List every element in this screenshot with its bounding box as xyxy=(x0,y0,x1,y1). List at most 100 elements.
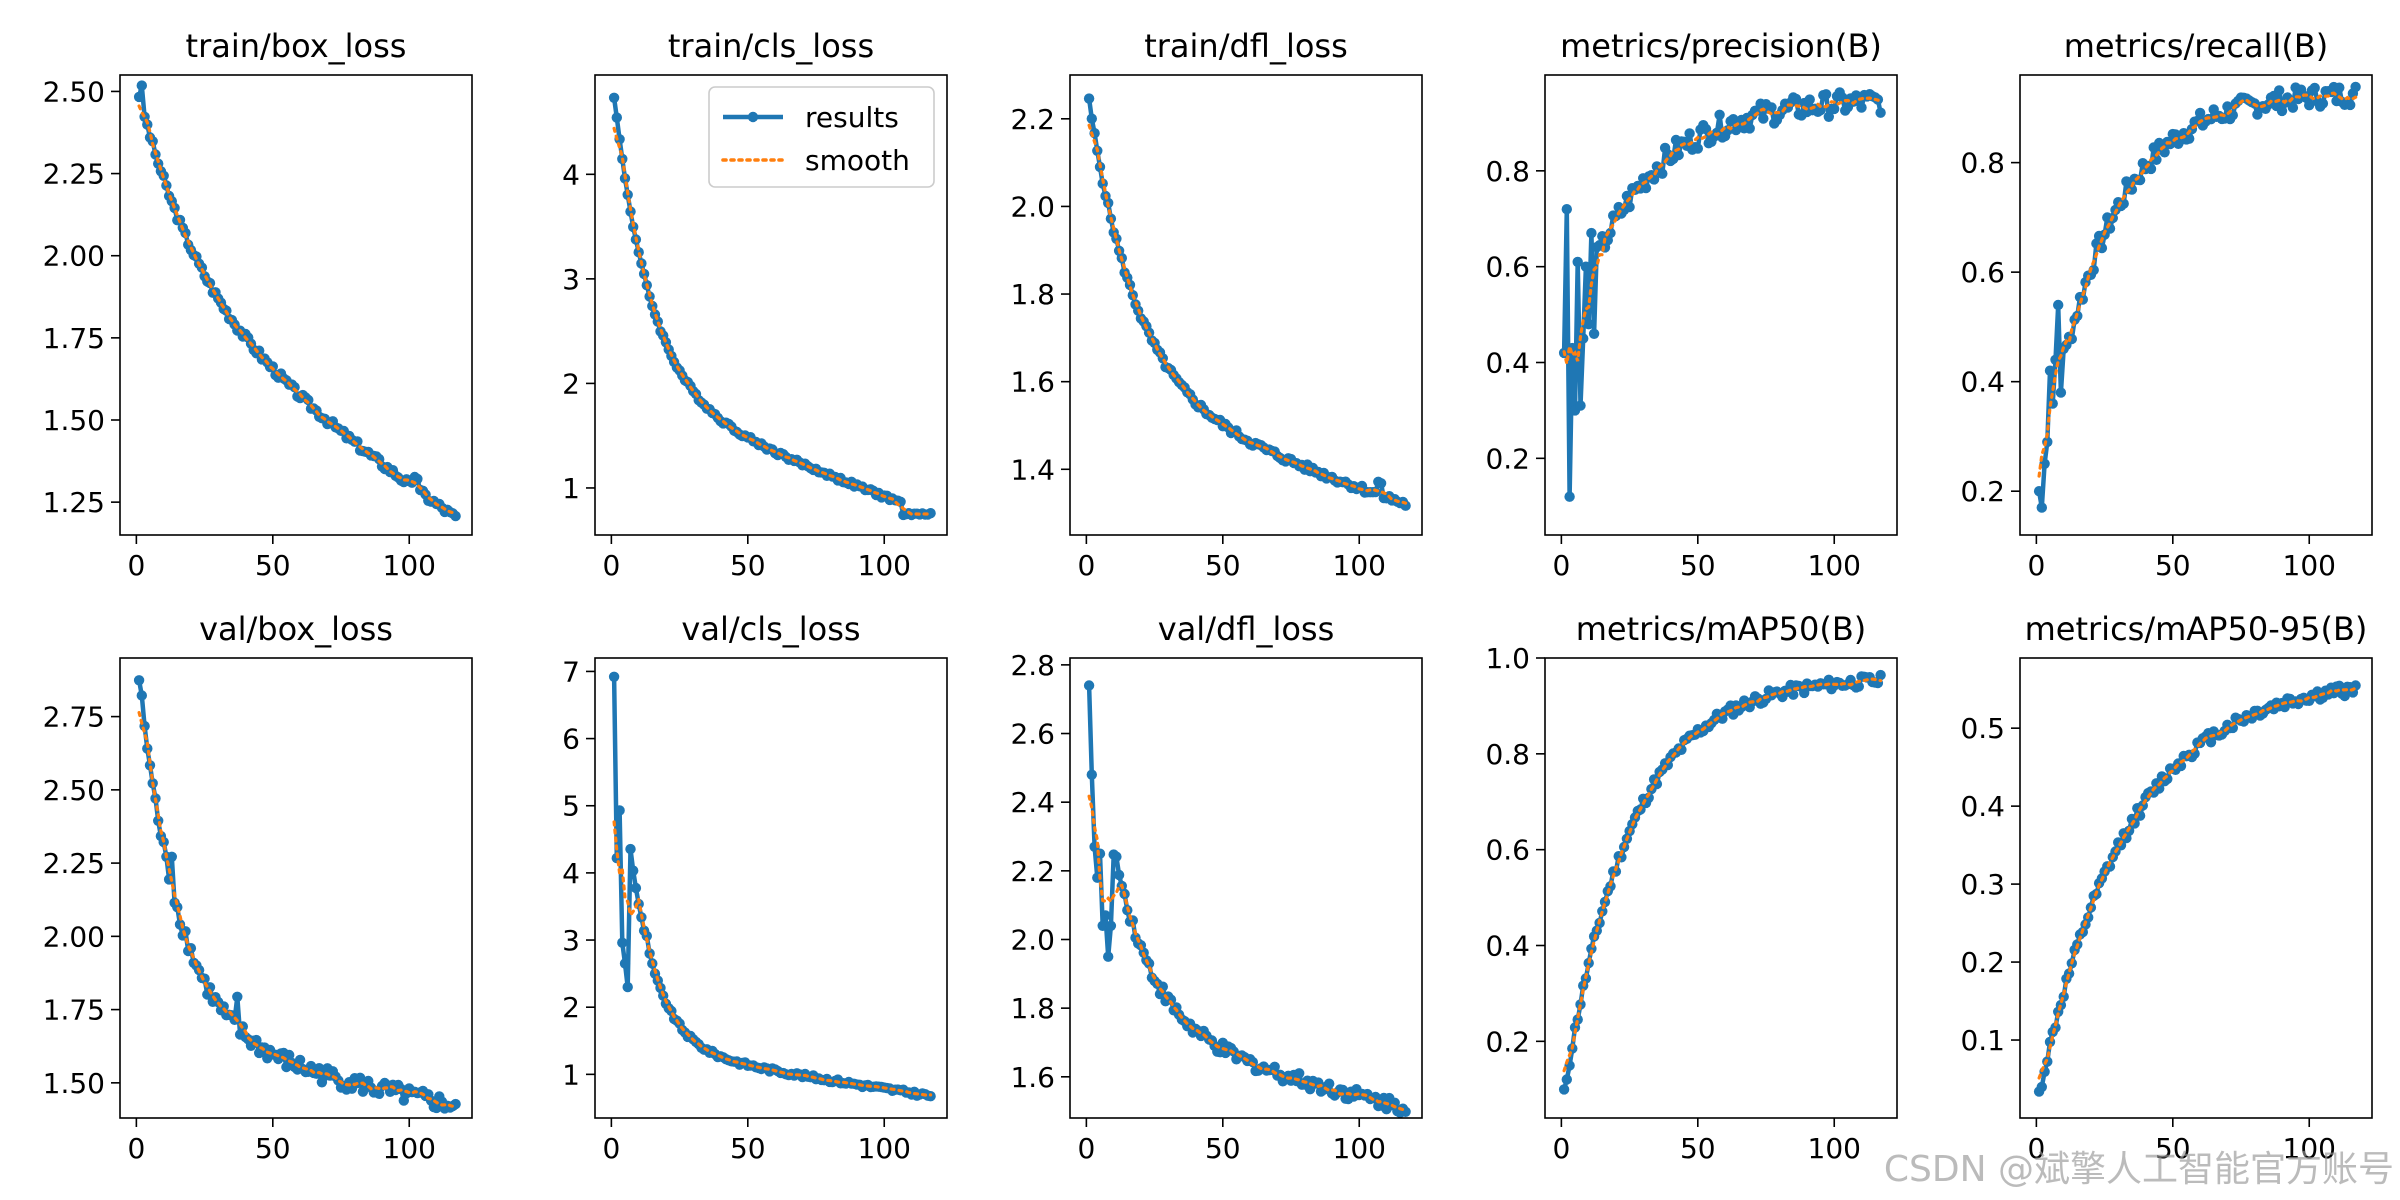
results-point xyxy=(1094,848,1106,859)
y-tick-label: 5 xyxy=(562,790,580,823)
y-tick-label: 0.6 xyxy=(1485,834,1530,867)
y-tick-label: 1 xyxy=(562,1058,580,1091)
y-tick-label: 1.6 xyxy=(1010,1061,1055,1094)
axes-frame xyxy=(119,657,473,1119)
subplot-train-box-loss: train/box_loss 0 50 100 1.25 1.50 1.75 2.00 2.25… xyxy=(43,27,473,582)
results-point xyxy=(1815,104,1826,116)
results-point xyxy=(1856,102,1867,113)
results-point xyxy=(628,865,639,876)
results-point xyxy=(2317,98,2329,109)
results-point xyxy=(1758,113,1769,124)
y-tick-label: 2.25 xyxy=(43,158,105,191)
axes-frame xyxy=(119,74,473,536)
y-tick-label: 0.5 xyxy=(1960,712,2005,745)
subplot-title: train/box_loss xyxy=(186,27,407,65)
results-point xyxy=(1083,93,1095,104)
results-point xyxy=(1684,128,1695,139)
y-tick-label: 4 xyxy=(562,857,580,890)
results-point xyxy=(630,882,642,894)
x-tick-label: 50 xyxy=(730,1132,766,1165)
smooth-line xyxy=(1087,123,1408,505)
y-tick-label: 2.00 xyxy=(43,920,105,953)
results-point xyxy=(2345,99,2356,111)
subplot-title: metrics/mAP50-95(B) xyxy=(2025,610,2368,648)
x-tick-label: 0 xyxy=(1077,1132,1095,1165)
legend-results-marker xyxy=(747,111,759,123)
legend-box xyxy=(708,86,935,188)
smooth-line xyxy=(612,820,933,1097)
y-tick-label: 1 xyxy=(562,472,580,505)
x-tick-label: 50 xyxy=(730,549,766,582)
y-tick-label: 1.6 xyxy=(1010,366,1055,399)
results-point xyxy=(1820,89,1832,100)
results-point xyxy=(1624,201,1635,213)
results-point xyxy=(133,91,145,103)
y-tick-label: 0.6 xyxy=(1485,251,1530,284)
y-tick-label: 1.8 xyxy=(1010,992,1055,1025)
results-point xyxy=(638,268,650,280)
axes-frame xyxy=(1069,74,1423,536)
subplot-val-cls-loss: val/cls_loss 0 50 100 1 2 3 4 5 6 7 xyxy=(562,610,948,1165)
results-point xyxy=(617,937,628,948)
legend-smooth-label: smooth xyxy=(805,144,910,177)
results-point xyxy=(1561,204,1573,215)
results-point xyxy=(2036,1081,2048,1093)
results-point xyxy=(1100,910,1111,921)
results-point xyxy=(2055,387,2067,398)
smooth-line xyxy=(2037,91,2358,478)
y-tick-label: 0.6 xyxy=(1960,256,2005,289)
results-point xyxy=(1583,319,1594,330)
results-point xyxy=(1640,182,1652,194)
results-point xyxy=(608,671,620,682)
y-tick-label: 0.4 xyxy=(1960,790,2005,823)
results-point xyxy=(2334,680,2345,691)
y-tick-label: 0.4 xyxy=(1485,930,1530,963)
results-point xyxy=(622,981,633,993)
y-tick-label: 2.50 xyxy=(43,75,105,108)
results-point xyxy=(254,345,265,356)
smooth-line xyxy=(1562,677,1883,1073)
axes-frame xyxy=(2019,74,2373,536)
results-point xyxy=(144,760,156,771)
results-point xyxy=(611,112,622,123)
smooth-line xyxy=(1087,794,1408,1113)
x-tick-label: 100 xyxy=(1333,1132,1386,1165)
results-point xyxy=(2194,107,2206,119)
y-tick-label: 3 xyxy=(562,263,580,296)
results-point xyxy=(294,1054,306,1066)
results-line xyxy=(1086,685,1408,1115)
y-tick-label: 2.2 xyxy=(1010,103,1055,136)
y-tick-label: 4 xyxy=(562,158,580,191)
results-point xyxy=(2350,81,2361,93)
results-point xyxy=(357,1086,369,1097)
x-tick-label: 100 xyxy=(1808,1132,1861,1165)
results-point xyxy=(1083,680,1095,691)
results-point xyxy=(218,1001,229,1012)
results-point xyxy=(2339,690,2350,702)
x-tick-label: 50 xyxy=(1205,549,1241,582)
smooth-line xyxy=(137,710,458,1108)
results-point xyxy=(1853,681,1865,692)
y-tick-label: 2.75 xyxy=(43,701,105,734)
results-point xyxy=(614,805,625,816)
x-tick-label: 0 xyxy=(602,549,620,582)
y-tick-label: 1.0 xyxy=(1485,642,1530,675)
y-tick-label: 1.50 xyxy=(43,404,105,437)
y-tick-label: 1.75 xyxy=(43,994,105,1027)
x-tick-label: 0 xyxy=(127,1132,145,1165)
y-tick-label: 0.2 xyxy=(1960,475,2005,508)
subplot-metrics-map50-b: metrics/mAP50(B) 0 50 100 0.2 0.4 0.6 0.8 1.0 xyxy=(1485,610,1898,1165)
subplot-val-box-loss: val/box_loss 0 50 100 1.50 1.75 2.00 2.25 2.50 2.… xyxy=(43,610,473,1165)
subplot-title: train/cls_loss xyxy=(668,27,874,65)
results-point xyxy=(1269,1061,1280,1073)
results-point xyxy=(1829,103,1840,115)
y-tick-label: 2.0 xyxy=(1010,190,1055,223)
y-tick-label: 0.8 xyxy=(1960,147,2005,180)
x-tick-label: 100 xyxy=(858,1132,911,1165)
subplot-train-dfl-loss: train/dfl_loss 0 50 100 1.4 1.6 1.8 2.0 2.2 xyxy=(1010,27,1423,582)
results-point xyxy=(2033,486,2045,497)
subplot-title: val/box_loss xyxy=(199,610,393,648)
results-point xyxy=(1744,123,1755,134)
subplot-title: val/cls_loss xyxy=(681,610,860,648)
y-tick-label: 1.75 xyxy=(43,322,105,355)
